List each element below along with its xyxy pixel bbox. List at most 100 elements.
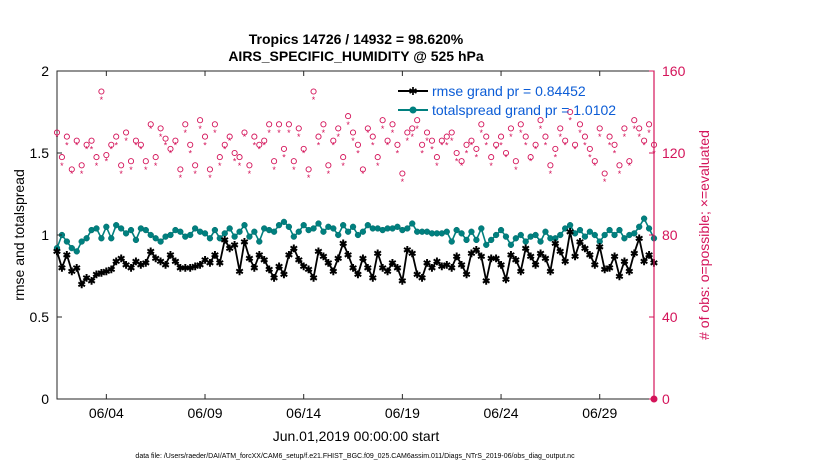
obs-evaluated-point: * — [248, 169, 252, 179]
obs-evaluated-point: * — [85, 144, 89, 154]
obs-possible-point — [216, 154, 223, 161]
obs-evaluated-point: * — [356, 149, 360, 159]
obs-evaluated-point: * — [258, 144, 262, 154]
rmse-point: ✱ — [309, 273, 318, 284]
obs-possible-point — [127, 158, 135, 165]
rmse-point: ✱ — [418, 273, 427, 284]
obs-possible-point — [349, 129, 357, 136]
obs-possible-point — [517, 121, 524, 128]
x-tick-label: 06/19 — [385, 405, 420, 421]
obs-evaluated-point: * — [440, 140, 444, 150]
spread-point — [532, 231, 539, 239]
rmse-point: ✱ — [640, 257, 649, 268]
rmse-point: ✱ — [176, 264, 185, 275]
rmse-point: ✱ — [438, 262, 447, 273]
obs-possible-point — [527, 154, 534, 161]
obs-possible-point — [631, 117, 638, 124]
obs-evaluated-point: * — [346, 120, 350, 130]
spread-point — [310, 225, 317, 232]
spread-point — [552, 235, 559, 242]
rmse-point: ✱ — [68, 267, 77, 278]
rmse-point: ✱ — [457, 260, 466, 271]
obs-evaluated-point: * — [203, 140, 207, 150]
obs-evaluated-point: * — [129, 165, 133, 175]
spread-point — [453, 226, 460, 234]
rmse-point: ✱ — [413, 270, 422, 281]
obs-possible-point — [201, 133, 209, 140]
spread-point — [122, 230, 130, 237]
obs-evaluated-point: * — [277, 128, 281, 138]
rmse-point: ✱ — [151, 254, 160, 265]
obs-possible-point — [108, 141, 115, 148]
rmse-point: ✱ — [620, 257, 629, 268]
obs-evaluated-point: * — [484, 140, 488, 150]
obs-possible-point — [364, 125, 371, 132]
obs-evaluated-point: * — [376, 161, 380, 171]
spread-point — [616, 226, 623, 234]
rmse-point: ✱ — [132, 257, 141, 268]
rmse-point: ✱ — [388, 259, 397, 270]
spread-point — [201, 230, 209, 237]
rmse-point: ✱ — [487, 254, 496, 265]
obs-evaluated-point: * — [218, 161, 222, 171]
obs-evaluated-point: * — [351, 136, 355, 146]
obs-possible-point — [78, 162, 85, 169]
obs-possible-point — [572, 141, 579, 148]
obs-possible-point — [483, 133, 490, 140]
spread-point — [502, 233, 510, 240]
obs-possible-point — [53, 129, 61, 136]
rmse-point: ✱ — [443, 260, 452, 271]
rmse-line — [56, 231, 655, 287]
obs-possible-point — [414, 117, 421, 124]
obs-possible-point — [271, 158, 278, 165]
rmse-point: ✱ — [393, 264, 402, 275]
obs-possible-point — [132, 137, 139, 144]
obs-possible-point — [448, 129, 455, 136]
spread-point — [640, 215, 648, 222]
obs-evaluated-point: * — [623, 132, 627, 142]
spread-point — [191, 225, 199, 232]
y-tick-label-left: 1 — [41, 227, 49, 243]
obs-possible-point — [522, 133, 529, 140]
spread-point — [256, 238, 263, 245]
spread-point — [512, 235, 520, 242]
rmse-point: ✱ — [615, 272, 624, 283]
spread-point — [142, 226, 149, 234]
rmse-point: ✱ — [522, 244, 531, 255]
y-tick-label-right: 120 — [662, 145, 686, 161]
obs-evaluated-point: * — [470, 140, 474, 150]
rmse-point: ✱ — [161, 260, 170, 271]
legend-spread-marker — [409, 106, 417, 114]
obs-evaluated-point: * — [410, 132, 414, 142]
rmse-point: ✱ — [581, 244, 590, 255]
obs-possible-point — [507, 125, 514, 132]
spread-point — [473, 236, 480, 244]
rmse-point: ✱ — [107, 265, 116, 276]
obs-evaluated-point: * — [105, 157, 109, 167]
spread-point — [335, 231, 342, 239]
obs-possible-point — [261, 137, 268, 144]
obs-evaluated-point: * — [455, 157, 459, 167]
obs-evaluated-point: * — [327, 169, 331, 179]
spread-point — [404, 225, 411, 232]
spread-point — [113, 222, 120, 229]
rmse-point: ✱ — [265, 265, 274, 276]
obs-evaluated-point: * — [193, 169, 197, 179]
obs-evaluated-point: * — [475, 153, 479, 163]
spread-point — [231, 233, 238, 240]
obs-possible-point — [345, 113, 352, 120]
spread-point — [364, 222, 371, 229]
obs-possible-point — [325, 162, 332, 169]
obs-possible-point — [280, 145, 288, 152]
obs-possible-point — [404, 129, 411, 136]
obs-possible-point — [542, 133, 549, 140]
obs-possible-point — [295, 125, 302, 132]
obs-evaluated-point: * — [119, 169, 123, 179]
obs-evaluated-point: * — [267, 128, 271, 138]
rmse-point: ✱ — [82, 273, 91, 284]
obs-evaluated-point: * — [489, 161, 493, 171]
spread-point — [497, 226, 505, 234]
obs-evaluated-point: * — [90, 144, 94, 154]
obs-evaluated-point: * — [60, 161, 64, 171]
obs-possible-point — [537, 117, 544, 124]
